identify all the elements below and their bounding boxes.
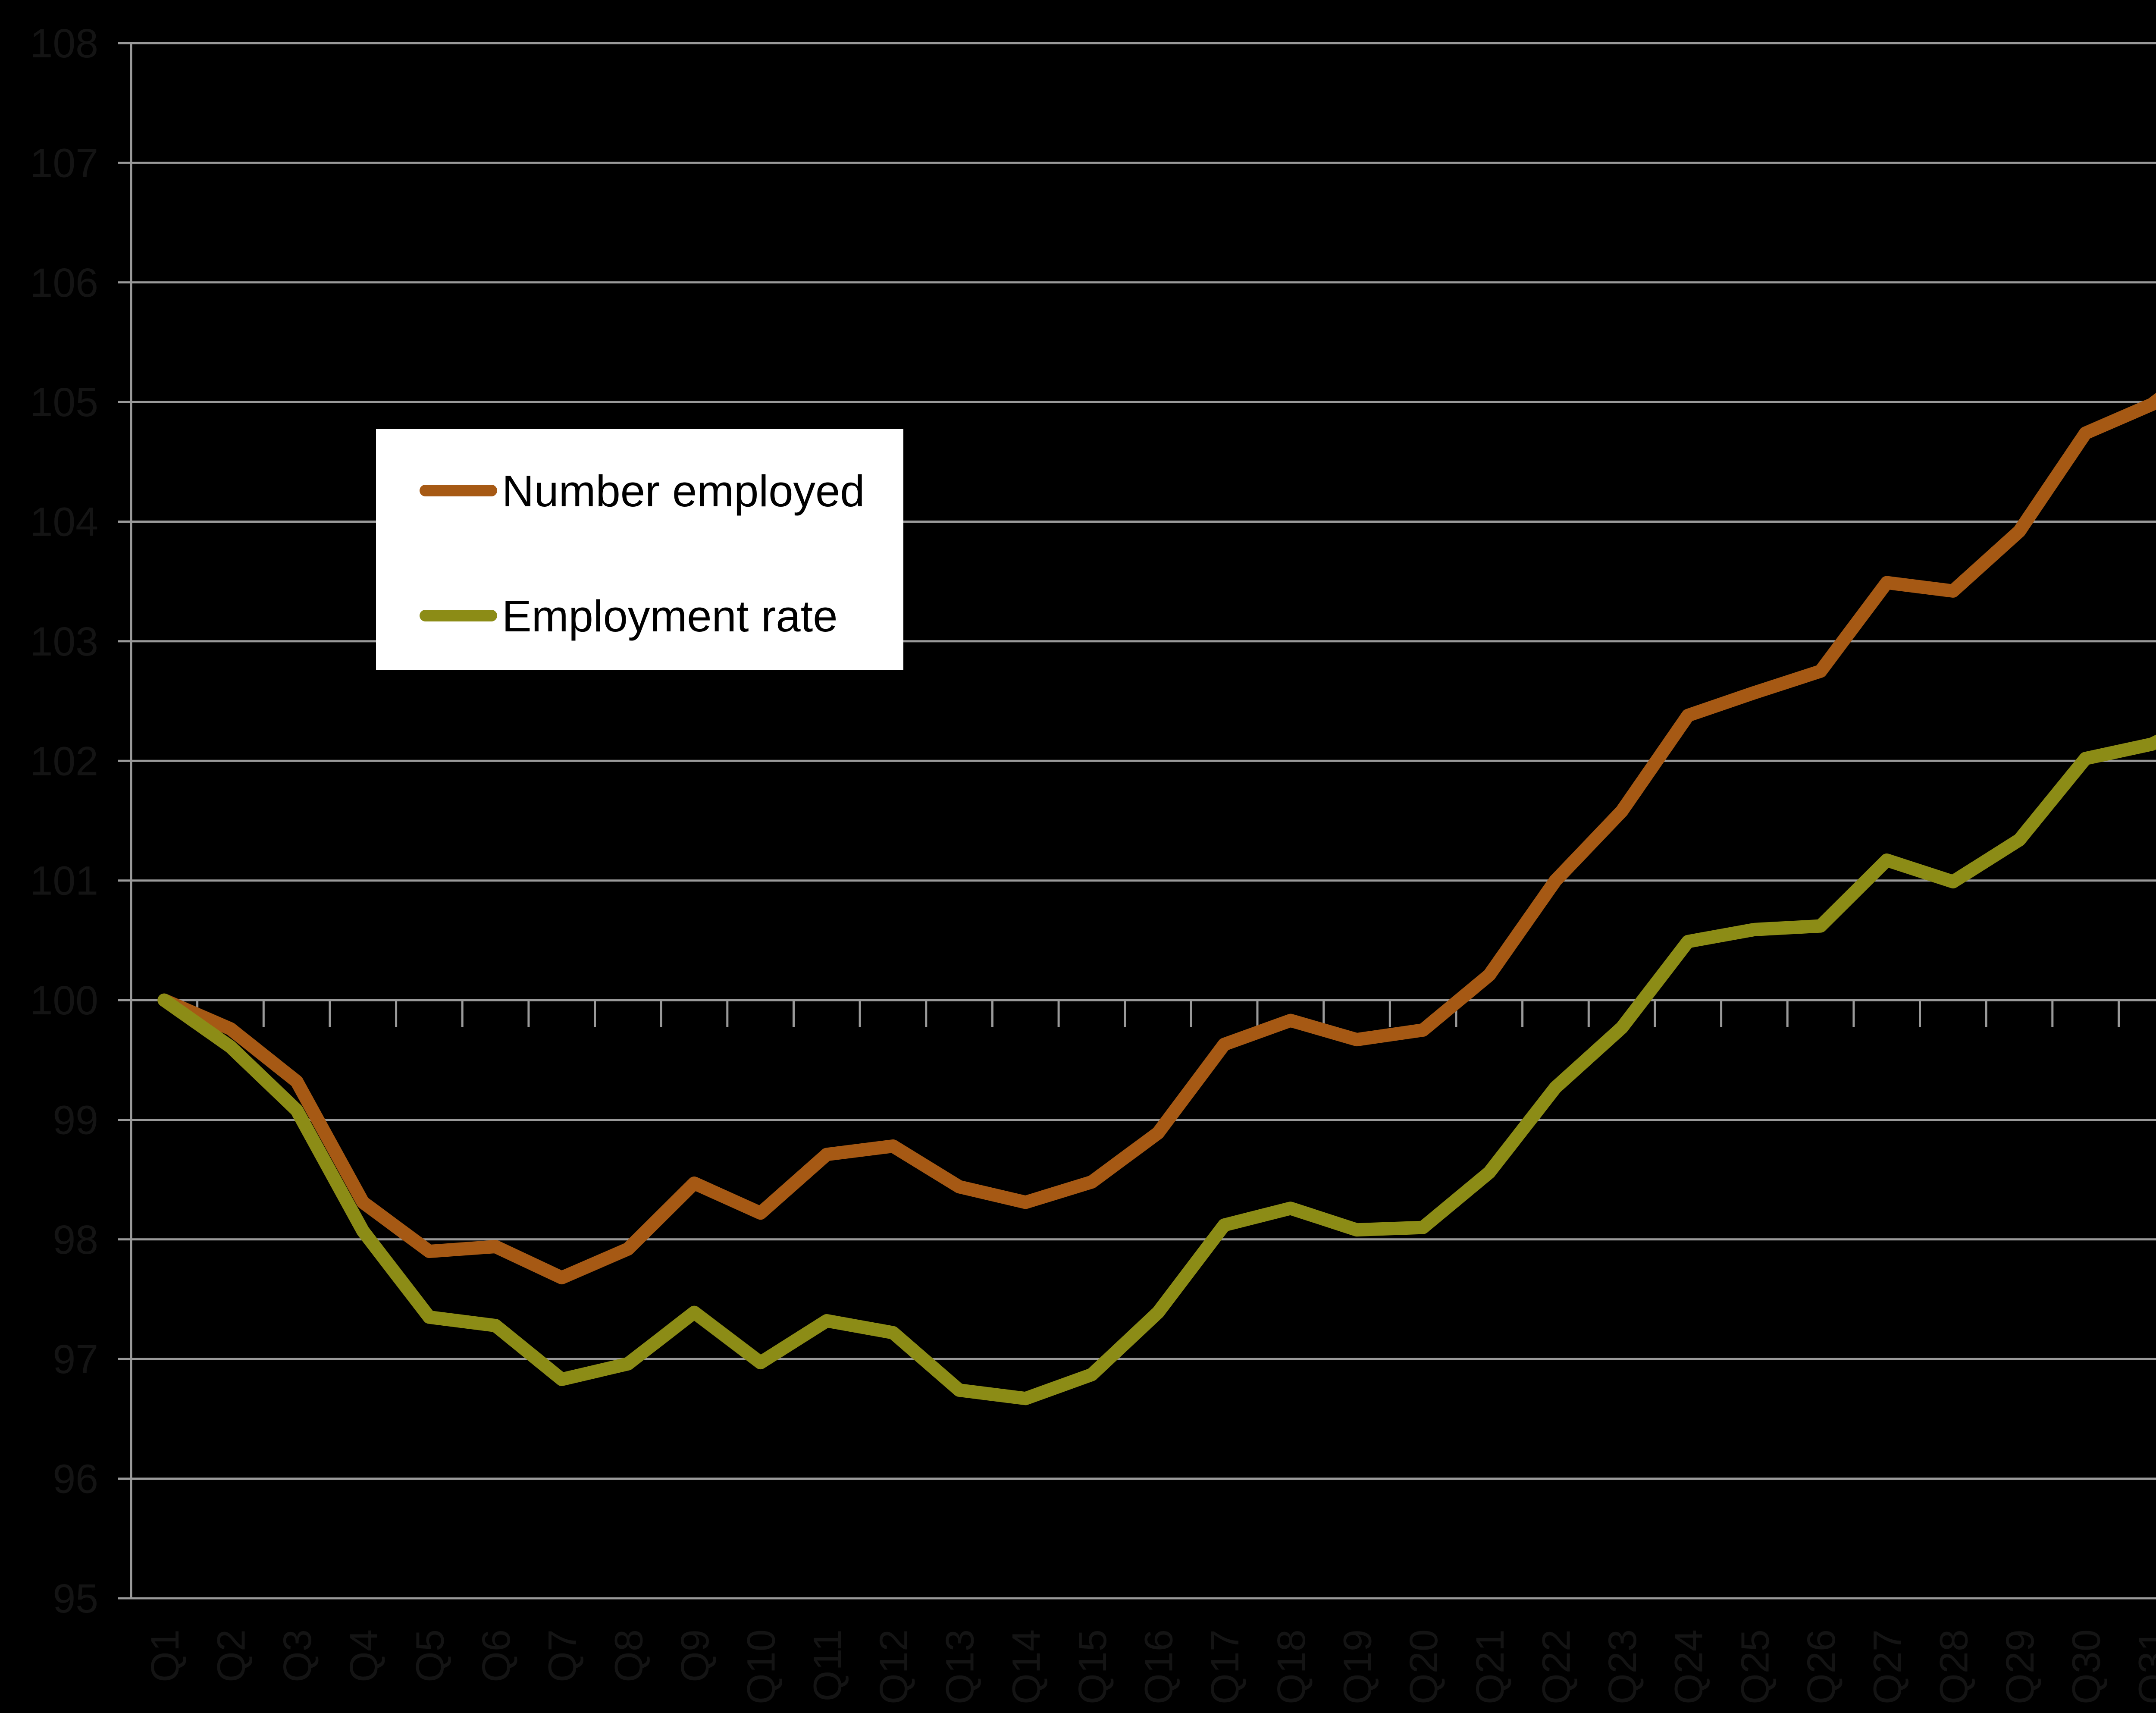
svg-text:99: 99 xyxy=(53,1098,98,1143)
svg-text:103: 103 xyxy=(30,619,98,665)
svg-text:106: 106 xyxy=(30,260,98,306)
svg-text:Q1: Q1 xyxy=(143,1629,187,1682)
svg-text:Q7: Q7 xyxy=(541,1629,585,1682)
svg-text:Q12: Q12 xyxy=(872,1629,916,1704)
svg-text:Q3: Q3 xyxy=(276,1629,320,1682)
svg-text:Q23: Q23 xyxy=(1601,1629,1645,1704)
svg-text:Q13: Q13 xyxy=(938,1629,982,1704)
svg-text:Q21: Q21 xyxy=(1468,1629,1512,1704)
svg-text:Q14: Q14 xyxy=(1004,1629,1048,1704)
svg-text:Q20: Q20 xyxy=(1402,1629,1446,1704)
svg-text:Q8: Q8 xyxy=(607,1629,651,1682)
svg-text:98: 98 xyxy=(53,1217,98,1263)
svg-text:97: 97 xyxy=(53,1337,98,1382)
svg-text:Q26: Q26 xyxy=(1799,1629,1843,1704)
svg-text:Q30: Q30 xyxy=(2065,1629,2109,1704)
svg-text:Q24: Q24 xyxy=(1667,1629,1711,1704)
svg-text:Q17: Q17 xyxy=(1203,1629,1247,1704)
svg-text:Q10: Q10 xyxy=(740,1629,783,1704)
svg-text:Q25: Q25 xyxy=(1733,1629,1777,1704)
svg-text:Q22: Q22 xyxy=(1534,1629,1578,1704)
svg-text:95: 95 xyxy=(53,1576,98,1622)
svg-text:101: 101 xyxy=(30,858,98,904)
svg-text:Q27: Q27 xyxy=(1866,1629,1910,1704)
svg-text:Q6: Q6 xyxy=(474,1629,518,1682)
svg-text:107: 107 xyxy=(30,140,98,186)
svg-text:Q11: Q11 xyxy=(805,1629,849,1701)
svg-text:Q15: Q15 xyxy=(1071,1629,1115,1704)
svg-text:Q29: Q29 xyxy=(1998,1629,2042,1704)
svg-text:Q31: Q31 xyxy=(2131,1629,2156,1704)
svg-text:102: 102 xyxy=(30,738,98,784)
svg-text:Q5: Q5 xyxy=(408,1629,452,1682)
svg-text:96: 96 xyxy=(53,1456,98,1502)
svg-text:Q4: Q4 xyxy=(342,1629,386,1682)
svg-text:Q16: Q16 xyxy=(1137,1629,1181,1704)
svg-text:Q28: Q28 xyxy=(1932,1629,1976,1704)
svg-text:108: 108 xyxy=(30,21,98,66)
svg-text:Q2: Q2 xyxy=(210,1629,254,1682)
svg-text:Q18: Q18 xyxy=(1269,1629,1313,1704)
svg-text:105: 105 xyxy=(30,380,98,425)
svg-text:104: 104 xyxy=(30,499,98,545)
svg-text:100: 100 xyxy=(30,978,98,1023)
svg-text:Q9: Q9 xyxy=(673,1629,717,1682)
svg-text:Q19: Q19 xyxy=(1336,1629,1380,1704)
